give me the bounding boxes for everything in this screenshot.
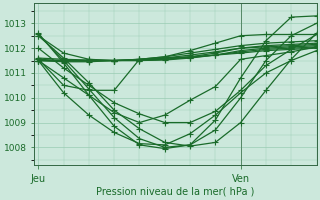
X-axis label: Pression niveau de la mer( hPa ): Pression niveau de la mer( hPa ) — [96, 187, 254, 197]
